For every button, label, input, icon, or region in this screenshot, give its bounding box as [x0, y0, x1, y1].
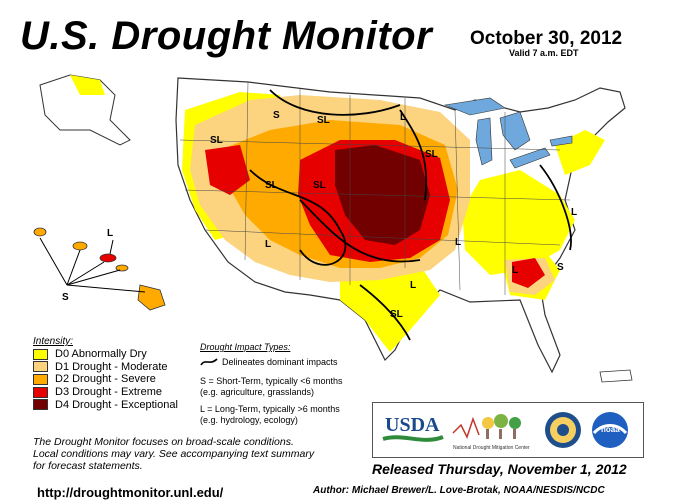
lake-erie — [509, 147, 551, 169]
legend-item-d4: D4 Drought - Exceptional — [33, 398, 178, 411]
legend-swatch-d0 — [33, 348, 48, 360]
d0-area-south — [340, 265, 440, 352]
label-l-southeast: L — [512, 265, 518, 276]
state-boundaries — [179, 81, 571, 295]
alaska-d0 — [70, 75, 105, 95]
noaa-logo: noaa — [592, 412, 628, 448]
label-s-southeast: S — [557, 262, 564, 273]
doc-seal-icon — [545, 412, 581, 448]
usda-logo-swoosh — [382, 435, 444, 442]
label-l-texas: L — [410, 280, 416, 291]
legend-swatch-d3 — [33, 386, 48, 398]
lake-ontario — [549, 135, 573, 147]
lake-michigan — [475, 117, 493, 166]
impact-line-legend: Delineates dominant impacts — [200, 357, 338, 367]
legend-title: Intensity: — [33, 336, 74, 347]
impact-long-term: L = Long-Term, typically >6 months (e.g.… — [200, 404, 340, 425]
legend-swatch-d4 — [33, 399, 48, 411]
svg-text:National Drought Mitigation Ce: National Drought Mitigation Center — [453, 445, 530, 451]
label-sl-north: SL — [317, 115, 330, 126]
label-s-north: S — [273, 110, 280, 121]
impact-title: Drought Impact Types: — [200, 342, 291, 352]
d3-area-west — [205, 145, 250, 195]
lake-superior — [443, 97, 506, 116]
map-date: October 30, 2012 — [470, 28, 623, 49]
usda-logo: USDA — [385, 414, 440, 436]
legend-swatch-d2 — [33, 373, 48, 385]
ndmc-logo: National Drought Mitigation Center — [452, 414, 530, 451]
legend-item-d0: D0 Abnormally Dry — [33, 348, 178, 361]
legend-item-d1: D1 Drought - Moderate — [33, 361, 178, 374]
label-l-lakes: L — [400, 112, 406, 123]
author-credit: Author: Michael Brewer/L. Love-Brotak, N… — [313, 485, 605, 496]
hawaii-pointers — [39, 237, 146, 293]
hawaii — [33, 227, 166, 311]
label-l-great-basin: L — [265, 239, 271, 250]
valid-time: Valid 7 a.m. EDT — [509, 48, 579, 58]
d3-area-se — [512, 258, 545, 288]
legend: D0 Abnormally Dry D1 Drought - Moderate … — [33, 348, 178, 411]
label-sl-rockies: SL — [265, 180, 278, 191]
label-sl-central: SL — [313, 180, 326, 191]
partner-logos: USDA National Drought Mitigation Center … — [372, 402, 644, 458]
map-title: U.S. Drought Monitor — [20, 14, 433, 58]
puerto-rico — [599, 369, 633, 383]
lake-huron — [499, 111, 531, 151]
logos-svg: USDA National Drought Mitigation Center … — [382, 412, 628, 451]
svg-text:noaa: noaa — [601, 425, 620, 434]
label-l-hawaii: L — [107, 228, 113, 239]
label-sl-midwest: SL — [425, 149, 438, 160]
website-link[interactable]: http://droughtmonitor.unl.edu/ — [37, 485, 224, 500]
impact-short-term: S = Short-Term, typically <6 months (e.g… — [200, 376, 343, 397]
legend-item-d3: D3 Drought - Extreme — [33, 386, 178, 399]
release-date: Released Thursday, November 1, 2012 — [372, 461, 627, 477]
disclaimer-note: The Drought Monitor focuses on broad-sca… — [33, 436, 315, 472]
legend-swatch-d1 — [33, 361, 48, 373]
label-sl-texas: SL — [390, 309, 403, 320]
impact-line-icon — [200, 358, 218, 366]
legend-item-d2: D2 Drought - Severe — [33, 373, 178, 386]
impact-lines — [249, 89, 572, 341]
label-sl-west: SL — [210, 135, 223, 146]
label-l-south: L — [455, 237, 461, 248]
label-l-northeast: L — [571, 207, 577, 218]
d0-area-east — [462, 170, 575, 275]
label-s-hawaii: S — [62, 292, 69, 303]
